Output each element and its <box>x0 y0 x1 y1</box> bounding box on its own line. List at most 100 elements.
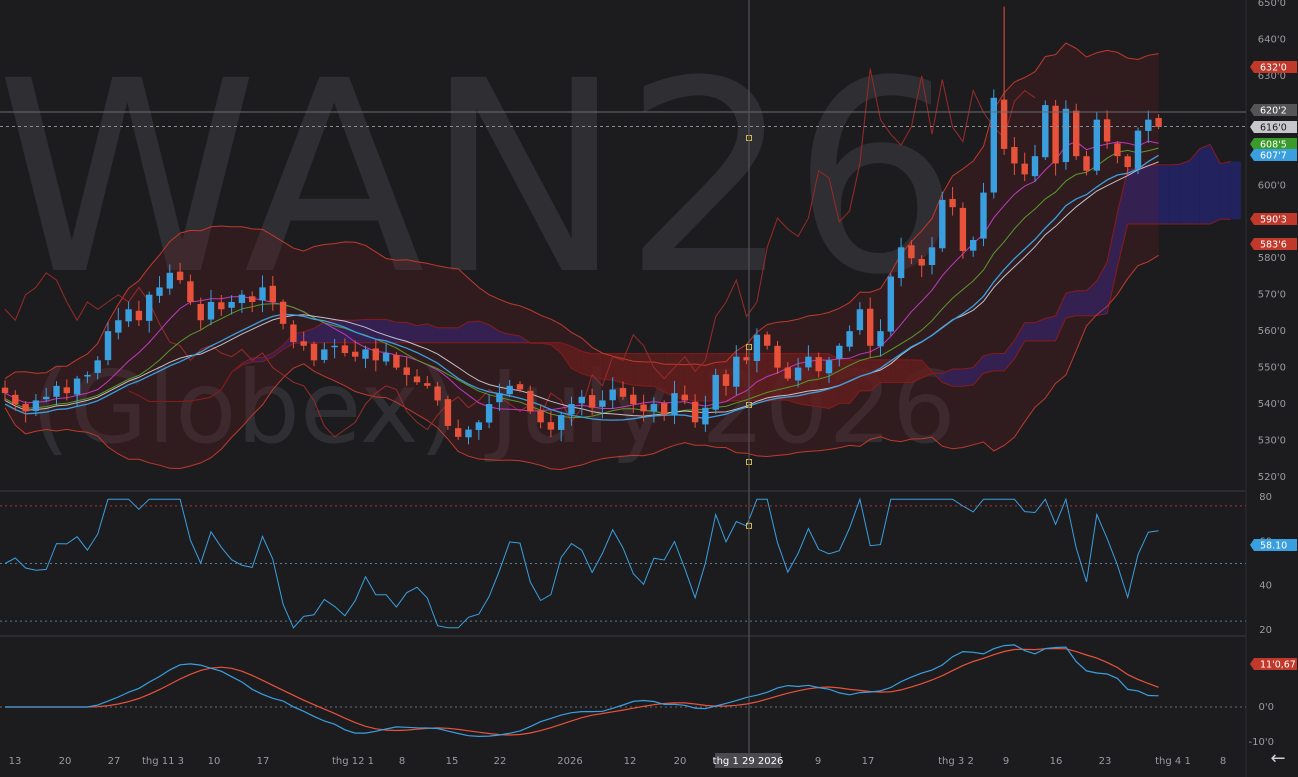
candle[interactable] <box>887 273 894 336</box>
candle[interactable] <box>681 385 688 405</box>
candle[interactable] <box>1021 152 1028 182</box>
candle[interactable] <box>959 202 967 259</box>
candle[interactable] <box>290 320 297 349</box>
candle[interactable] <box>640 394 647 422</box>
candle[interactable] <box>836 343 843 367</box>
candle[interactable] <box>32 394 40 417</box>
candle[interactable] <box>135 300 143 326</box>
candle[interactable] <box>455 419 462 440</box>
candle[interactable] <box>218 295 225 316</box>
candle[interactable] <box>465 426 472 445</box>
candle[interactable] <box>259 275 266 313</box>
candle[interactable] <box>331 338 338 359</box>
candles[interactable] <box>1 6 1162 465</box>
candle[interactable] <box>382 342 390 366</box>
candle[interactable] <box>1083 150 1090 176</box>
candle[interactable] <box>187 274 194 306</box>
candle[interactable] <box>619 381 627 400</box>
candle[interactable] <box>764 331 771 350</box>
candle[interactable] <box>753 328 761 373</box>
candle[interactable] <box>104 322 112 366</box>
candle[interactable] <box>794 357 802 388</box>
candle[interactable] <box>774 341 781 374</box>
candle[interactable] <box>1031 144 1039 182</box>
candle[interactable] <box>805 345 812 371</box>
candle[interactable] <box>63 379 70 401</box>
candle[interactable] <box>156 276 163 303</box>
candle[interactable] <box>1042 100 1049 160</box>
candle[interactable] <box>661 400 668 421</box>
candle[interactable] <box>403 356 410 386</box>
candle[interactable] <box>1093 111 1100 176</box>
candle[interactable] <box>897 237 905 287</box>
candle[interactable] <box>249 291 256 312</box>
candle[interactable] <box>166 264 173 295</box>
candle[interactable] <box>712 368 719 414</box>
candle[interactable] <box>310 341 318 367</box>
arrow-left-icon[interactable]: ← <box>1270 748 1286 769</box>
candle[interactable] <box>475 420 482 440</box>
candle[interactable] <box>733 345 740 396</box>
candle[interactable] <box>928 237 936 275</box>
candle[interactable] <box>784 362 791 382</box>
candle[interactable] <box>496 383 503 411</box>
candle[interactable] <box>1134 127 1142 175</box>
candle[interactable] <box>1000 6 1008 155</box>
candle[interactable] <box>1052 100 1059 176</box>
candle[interactable] <box>568 396 575 426</box>
candle[interactable] <box>43 387 50 403</box>
candle[interactable] <box>228 295 235 315</box>
candle[interactable] <box>372 339 379 372</box>
candle[interactable] <box>671 380 678 425</box>
candle[interactable] <box>547 410 555 438</box>
candle[interactable] <box>94 356 101 380</box>
candle[interactable] <box>146 291 153 333</box>
candle[interactable] <box>73 375 81 407</box>
candle[interactable] <box>537 404 544 429</box>
candle[interactable] <box>691 394 699 428</box>
candle[interactable] <box>84 371 91 384</box>
candle[interactable] <box>846 325 853 352</box>
candle[interactable] <box>176 262 184 284</box>
candle[interactable] <box>527 385 534 414</box>
candle[interactable] <box>53 381 60 406</box>
candle[interactable] <box>939 191 946 252</box>
candle[interactable] <box>1124 154 1131 176</box>
candle[interactable] <box>300 331 307 351</box>
candle[interactable] <box>207 290 215 326</box>
candle[interactable] <box>1073 103 1080 160</box>
candle[interactable] <box>599 390 606 419</box>
candle[interactable] <box>650 397 658 423</box>
candle[interactable] <box>424 375 431 389</box>
candle[interactable] <box>362 345 369 369</box>
candle[interactable] <box>1 380 9 402</box>
candle[interactable] <box>1114 141 1121 164</box>
candle[interactable] <box>815 352 822 378</box>
candle[interactable] <box>434 381 441 406</box>
candle[interactable] <box>444 395 452 430</box>
candle[interactable] <box>341 338 349 357</box>
candle[interactable] <box>352 340 359 362</box>
candle[interactable] <box>393 352 400 371</box>
candle[interactable] <box>630 386 637 413</box>
candle[interactable] <box>506 379 513 398</box>
candle[interactable] <box>22 401 29 423</box>
candle[interactable] <box>877 319 884 357</box>
candle[interactable] <box>588 388 596 415</box>
candle[interactable] <box>485 394 493 429</box>
candle[interactable] <box>867 297 874 358</box>
candle[interactable] <box>558 411 565 442</box>
candle[interactable] <box>279 299 287 330</box>
candle[interactable] <box>413 369 421 385</box>
candle[interactable] <box>238 290 246 313</box>
candle[interactable] <box>722 369 730 396</box>
candle[interactable] <box>578 389 585 416</box>
candle[interactable] <box>990 89 997 199</box>
candle[interactable] <box>12 390 19 411</box>
candle[interactable] <box>908 240 915 265</box>
candle[interactable] <box>115 307 122 340</box>
candle[interactable] <box>1103 110 1111 149</box>
candle[interactable] <box>269 276 276 311</box>
candle[interactable] <box>949 186 956 216</box>
